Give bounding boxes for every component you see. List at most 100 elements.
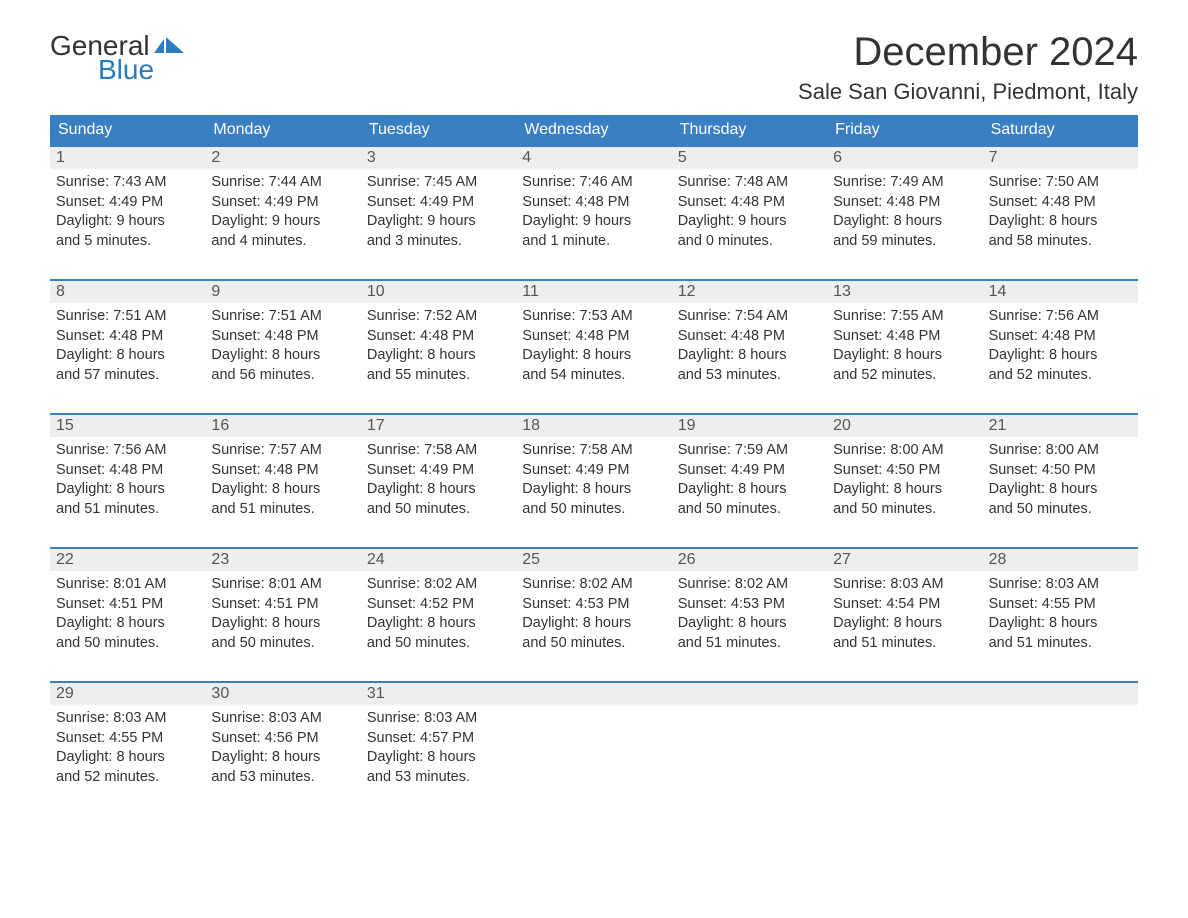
day-cell: Sunrise: 7:58 AMSunset: 4:49 PMDaylight:… — [361, 437, 516, 529]
sunrise-text: Sunrise: 7:45 AM — [367, 173, 508, 193]
day-cell: Sunrise: 7:59 AMSunset: 4:49 PMDaylight:… — [672, 437, 827, 529]
daylight-text: Daylight: 8 hours — [56, 346, 197, 366]
daylight-text: and 51 minutes. — [56, 500, 197, 520]
sunrise-text: Sunrise: 8:02 AM — [367, 575, 508, 595]
daylight-text: and 1 minute. — [522, 232, 663, 252]
sunset-text: Sunset: 4:53 PM — [678, 595, 819, 615]
daylight-text: Daylight: 9 hours — [522, 212, 663, 232]
sunset-text: Sunset: 4:48 PM — [833, 327, 974, 347]
day-cell: Sunrise: 7:56 AMSunset: 4:48 PMDaylight:… — [983, 303, 1138, 395]
daylight-text: Daylight: 8 hours — [678, 480, 819, 500]
daylight-text: Daylight: 8 hours — [211, 748, 352, 768]
weekday-header-row: Sunday Monday Tuesday Wednesday Thursday… — [50, 115, 1138, 145]
day-number: 11 — [516, 281, 671, 303]
sunrise-text: Sunrise: 7:58 AM — [522, 441, 663, 461]
sunset-text: Sunset: 4:48 PM — [678, 327, 819, 347]
daylight-text: and 51 minutes. — [678, 634, 819, 654]
daylight-text: and 3 minutes. — [367, 232, 508, 252]
day-cell: Sunrise: 7:56 AMSunset: 4:48 PMDaylight:… — [50, 437, 205, 529]
sunset-text: Sunset: 4:50 PM — [833, 461, 974, 481]
daynum-row: 891011121314 — [50, 281, 1138, 303]
daynum-row: 293031 — [50, 683, 1138, 705]
day-number: 2 — [205, 147, 360, 169]
weeks-container: 1234567Sunrise: 7:43 AMSunset: 4:49 PMDa… — [50, 145, 1138, 797]
day-number: 8 — [50, 281, 205, 303]
daylight-text: Daylight: 8 hours — [367, 748, 508, 768]
day-cell: Sunrise: 8:03 AMSunset: 4:56 PMDaylight:… — [205, 705, 360, 797]
day-cell: Sunrise: 7:57 AMSunset: 4:48 PMDaylight:… — [205, 437, 360, 529]
daylight-text: Daylight: 8 hours — [56, 614, 197, 634]
day-number: 30 — [205, 683, 360, 705]
weekday-header: Thursday — [672, 115, 827, 145]
day-number: 26 — [672, 549, 827, 571]
daylight-text: and 0 minutes. — [678, 232, 819, 252]
day-number: 31 — [361, 683, 516, 705]
day-number: 25 — [516, 549, 671, 571]
day-cell: Sunrise: 8:03 AMSunset: 4:55 PMDaylight:… — [983, 571, 1138, 663]
daylight-text: and 54 minutes. — [522, 366, 663, 386]
daylight-text: Daylight: 8 hours — [367, 614, 508, 634]
day-number: 20 — [827, 415, 982, 437]
weekday-header: Wednesday — [516, 115, 671, 145]
daylight-text: Daylight: 8 hours — [989, 212, 1130, 232]
daylight-text: and 53 minutes. — [367, 768, 508, 788]
sunset-text: Sunset: 4:50 PM — [989, 461, 1130, 481]
sunrise-text: Sunrise: 8:03 AM — [56, 709, 197, 729]
sunrise-text: Sunrise: 7:51 AM — [211, 307, 352, 327]
sunrise-text: Sunrise: 8:01 AM — [211, 575, 352, 595]
week-row: 1234567Sunrise: 7:43 AMSunset: 4:49 PMDa… — [50, 145, 1138, 261]
day-cell: Sunrise: 7:44 AMSunset: 4:49 PMDaylight:… — [205, 169, 360, 261]
sunrise-text: Sunrise: 7:53 AM — [522, 307, 663, 327]
logo: General Blue — [50, 30, 184, 86]
sunset-text: Sunset: 4:48 PM — [56, 327, 197, 347]
weekday-header: Friday — [827, 115, 982, 145]
day-cell — [516, 705, 671, 797]
sunrise-text: Sunrise: 7:57 AM — [211, 441, 352, 461]
sunrise-text: Sunrise: 8:02 AM — [678, 575, 819, 595]
daylight-text: Daylight: 8 hours — [211, 346, 352, 366]
day-number: 4 — [516, 147, 671, 169]
sunrise-text: Sunrise: 8:00 AM — [833, 441, 974, 461]
daylight-text: Daylight: 9 hours — [367, 212, 508, 232]
sunset-text: Sunset: 4:49 PM — [522, 461, 663, 481]
day-number: 29 — [50, 683, 205, 705]
sunrise-text: Sunrise: 8:03 AM — [367, 709, 508, 729]
daylight-text: Daylight: 8 hours — [833, 480, 974, 500]
sunrise-text: Sunrise: 7:43 AM — [56, 173, 197, 193]
sunset-text: Sunset: 4:49 PM — [678, 461, 819, 481]
day-cell — [827, 705, 982, 797]
daynum-row: 1234567 — [50, 147, 1138, 169]
day-cell — [672, 705, 827, 797]
logo-text-blue: Blue — [98, 54, 154, 86]
daylight-text: Daylight: 8 hours — [211, 614, 352, 634]
daylight-text: Daylight: 8 hours — [56, 748, 197, 768]
sunset-text: Sunset: 4:53 PM — [522, 595, 663, 615]
daylight-text: Daylight: 8 hours — [989, 346, 1130, 366]
sunrise-text: Sunrise: 7:55 AM — [833, 307, 974, 327]
sunset-text: Sunset: 4:48 PM — [367, 327, 508, 347]
daylight-text: Daylight: 8 hours — [833, 212, 974, 232]
sunrise-text: Sunrise: 7:46 AM — [522, 173, 663, 193]
daylight-text: Daylight: 9 hours — [678, 212, 819, 232]
day-number: 10 — [361, 281, 516, 303]
sunset-text: Sunset: 4:57 PM — [367, 729, 508, 749]
sunset-text: Sunset: 4:48 PM — [522, 327, 663, 347]
sunrise-text: Sunrise: 7:50 AM — [989, 173, 1130, 193]
sunset-text: Sunset: 4:55 PM — [989, 595, 1130, 615]
sunset-text: Sunset: 4:48 PM — [989, 327, 1130, 347]
day-number: 16 — [205, 415, 360, 437]
day-number: 22 — [50, 549, 205, 571]
day-number: 23 — [205, 549, 360, 571]
day-number — [516, 683, 671, 705]
day-cell: Sunrise: 8:00 AMSunset: 4:50 PMDaylight:… — [827, 437, 982, 529]
day-cell: Sunrise: 8:02 AMSunset: 4:52 PMDaylight:… — [361, 571, 516, 663]
sunset-text: Sunset: 4:48 PM — [678, 193, 819, 213]
day-number: 1 — [50, 147, 205, 169]
daylight-text: and 52 minutes. — [833, 366, 974, 386]
daylight-text: and 51 minutes. — [833, 634, 974, 654]
sunrise-text: Sunrise: 8:02 AM — [522, 575, 663, 595]
page-title: December 2024 — [798, 30, 1138, 75]
daylight-text: Daylight: 8 hours — [211, 480, 352, 500]
day-cell: Sunrise: 8:01 AMSunset: 4:51 PMDaylight:… — [50, 571, 205, 663]
day-number: 18 — [516, 415, 671, 437]
